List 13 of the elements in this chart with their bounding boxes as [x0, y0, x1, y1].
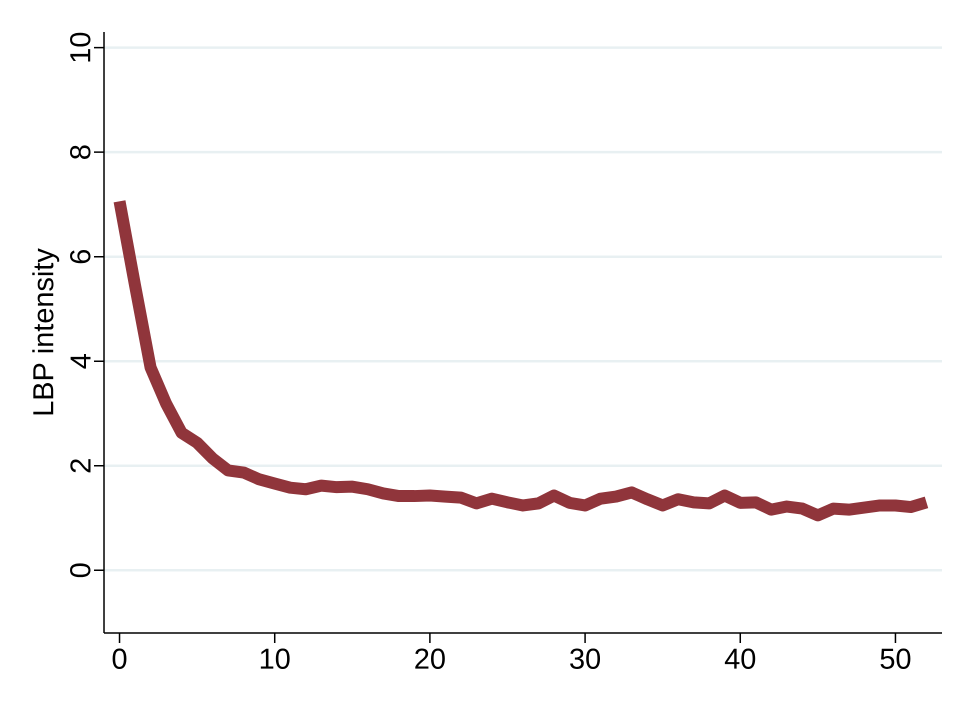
y-tick-label: 8 [70, 145, 90, 159]
y-tick-label: 2 [70, 459, 90, 472]
x-tick-label: 20 [415, 648, 445, 669]
x-tick-label: 40 [724, 648, 756, 669]
x-tick-label: 50 [880, 648, 910, 669]
y-axis-title: LBP intensity [32, 248, 60, 414]
x-tick-label: 0 [112, 648, 126, 669]
y-tick-label: 0 [70, 563, 90, 578]
y-tick-label: 6 [70, 250, 90, 264]
x-tick-label: 30 [570, 648, 600, 669]
y-tick-label: 4 [70, 354, 90, 369]
y-tick-label: 10 [70, 32, 90, 62]
x-tick-label: 10 [260, 648, 290, 669]
